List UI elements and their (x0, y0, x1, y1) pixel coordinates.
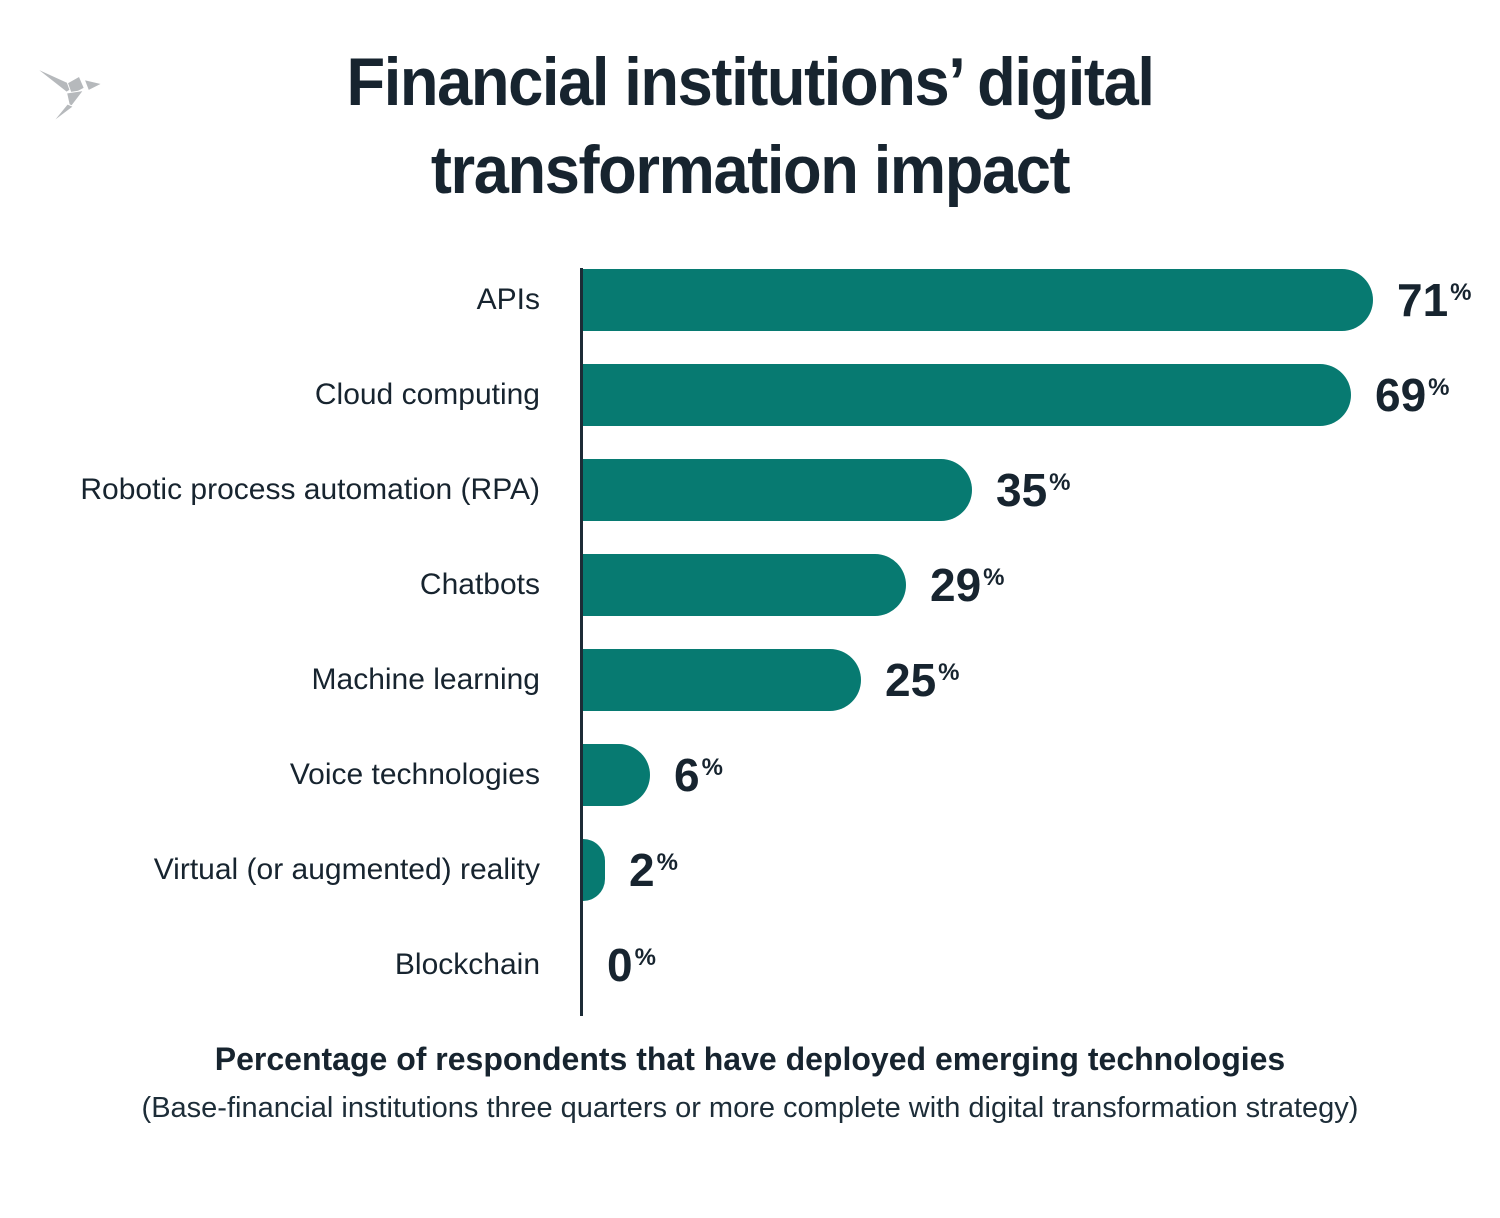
page-title-line-1: Financial institutions’ digital (346, 44, 1154, 120)
bar-label: Voice technologies (289, 758, 540, 792)
bar (583, 459, 972, 522)
bar-value: 69% (1375, 372, 1450, 418)
percent-sign: % (1450, 279, 1472, 307)
bar-value-number: 71 (1397, 274, 1449, 327)
bar-value: 6% (674, 752, 723, 798)
bar (583, 364, 1351, 427)
bar-area: 0% (580, 918, 1500, 1013)
bar-chart: APIs 71% Cloud computing 69% Robotic pro… (0, 253, 1500, 1016)
infographic-page: Financial institutions’ digital transfor… (0, 38, 1500, 1218)
bar-label: Chatbots (419, 568, 540, 602)
chart-caption-note: (Base-financial institutions three quart… (141, 1091, 1359, 1124)
bar-area: 2% (580, 823, 1500, 918)
chart-row: Cloud computing 69% (0, 348, 1500, 443)
bar (583, 744, 650, 807)
percent-sign: % (701, 754, 723, 782)
bar-label: Virtual (or augmented) reality (153, 853, 540, 887)
percent-sign: % (1049, 469, 1071, 497)
percent-sign: % (1428, 374, 1450, 402)
bar-label: Cloud computing (314, 378, 540, 412)
chart-row: Blockchain 0% (0, 918, 1500, 1013)
bar-label: Robotic process automation (RPA) (80, 473, 540, 507)
bar-value: 35% (996, 467, 1071, 513)
bar (583, 839, 605, 902)
y-axis-line (580, 267, 583, 1016)
page-title-line-2: transformation impact (430, 132, 1071, 209)
bar (583, 649, 861, 712)
origami-bird-logo-icon (28, 60, 112, 132)
bar-area: 69% (580, 348, 1500, 443)
percent-sign: % (656, 849, 678, 877)
bar-label: Machine learning (311, 663, 540, 697)
percent-sign: % (983, 564, 1005, 592)
bar-value-number: 2 (629, 844, 655, 897)
bar-value-number: 35 (996, 464, 1048, 517)
bar-area: 29% (580, 538, 1500, 633)
bar-area: 25% (580, 633, 1500, 728)
bar-value-number: 6 (674, 749, 700, 802)
bar-value-number: 69 (1375, 369, 1427, 422)
percent-sign: % (938, 659, 960, 687)
page-title: Financial institutions’ digital transfor… (53, 38, 1448, 215)
chart-row: Virtual (or augmented) reality 2% (0, 823, 1500, 918)
bar-value-number: 0 (607, 939, 633, 992)
chart-row: Voice technologies 6% (0, 728, 1500, 823)
bar-value-number: 25 (885, 654, 937, 707)
bar-value: 2% (629, 847, 678, 893)
bar-area: 71% (580, 253, 1500, 348)
bar-value-number: 29 (930, 559, 982, 612)
bar-area: 6% (580, 728, 1500, 823)
percent-sign: % (634, 944, 656, 972)
bar-value: 25% (885, 657, 960, 703)
bar-value: 0% (607, 942, 656, 988)
bar-value: 71% (1397, 277, 1472, 323)
chart-row: Robotic process automation (RPA) 35% (0, 443, 1500, 538)
bar-value: 29% (930, 562, 1005, 608)
bar (583, 554, 906, 617)
bar-label: Blockchain (394, 948, 540, 982)
chart-footer: Percentage of respondents that have depl… (0, 1041, 1500, 1125)
bar (583, 269, 1373, 332)
chart-row: APIs 71% (0, 253, 1500, 348)
bar-label: APIs (476, 283, 540, 317)
chart-row: Machine learning 25% (0, 633, 1500, 728)
bar-rows: APIs 71% Cloud computing 69% Robotic pro… (0, 253, 1500, 1013)
chart-caption: Percentage of respondents that have depl… (214, 1040, 1286, 1077)
chart-row: Chatbots 29% (0, 538, 1500, 633)
bar-area: 35% (580, 443, 1500, 538)
